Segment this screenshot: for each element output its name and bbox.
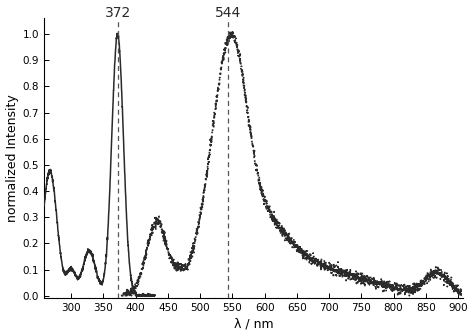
Y-axis label: normalized Intensity: normalized Intensity [6,94,18,222]
X-axis label: λ / nm: λ / nm [234,318,273,330]
Text: 544: 544 [215,6,242,20]
Text: 372: 372 [104,6,131,20]
